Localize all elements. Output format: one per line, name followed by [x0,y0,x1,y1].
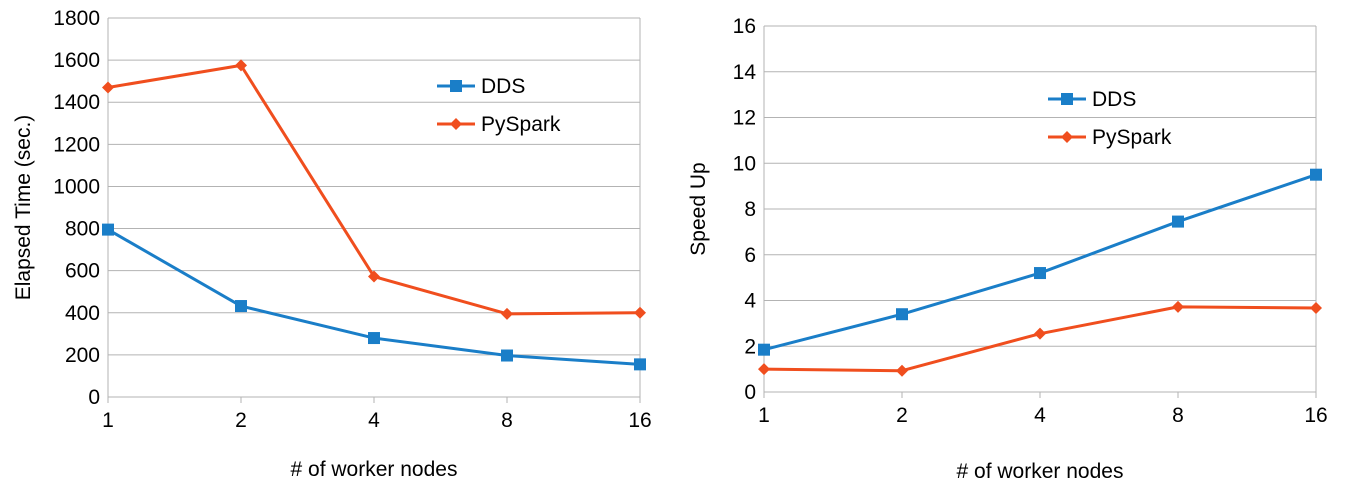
y-axis-label: Speed Up [687,162,710,255]
legend-label-pyspark: PySpark [481,113,561,136]
data-point-pyspark [896,364,908,377]
data-point-pyspark [501,307,513,320]
data-point-dds [634,358,646,371]
data-point-pyspark [1034,327,1046,340]
y-tick-label: 0 [88,386,100,409]
legend-label-dds: DDS [1092,88,1136,111]
y-tick-label: 1800 [53,7,100,30]
x-tick-label: 1 [758,404,770,427]
legend-label-pyspark: PySpark [1092,126,1172,149]
elapsed-time-chart: 0 200 400 600 800 1000 1200 1400 1600 1800 1 2 4 8 16 #… [12,7,652,481]
y-tick-label: 2 [744,335,756,358]
data-point-dds [102,223,114,236]
y-tick-label: 1400 [53,91,100,114]
y-tick-label: 4 [744,290,756,313]
y-tick-label: 200 [65,344,100,367]
data-point-pyspark [102,81,114,94]
x-tick-label: 2 [896,404,908,427]
data-point-pyspark [634,306,646,319]
y-axis-label: Elapsed Time (sec.) [12,115,35,301]
legend-marker-pyspark [1061,131,1073,143]
legend-marker-dds [450,80,462,92]
y-tick-label: 400 [65,302,100,325]
legend-marker-pyspark [450,118,462,130]
data-point-pyspark [758,363,770,376]
x-tick-label: 8 [1172,404,1184,427]
y-tick-label: 600 [65,260,100,283]
data-point-dds [758,343,770,356]
data-point-dds [501,349,513,362]
y-tick-label: 1200 [53,133,100,156]
x-tick-label: 2 [235,409,247,432]
y-tick-label: 10 [733,152,756,175]
x-tick-label: 4 [1034,404,1046,427]
y-tick-label: 1000 [53,175,100,198]
y-tick-label: 1600 [53,49,100,72]
data-point-pyspark [1310,302,1322,315]
x-axis-label: # of worker nodes [291,458,458,481]
x-tick-label: 16 [1304,404,1327,427]
legend-marker-dds [1061,93,1073,105]
x-tick-label: 8 [501,409,513,432]
data-point-dds [1310,168,1322,181]
y-tick-label: 8 [744,198,756,221]
x-tick-label: 1 [102,409,114,432]
y-tick-label: 16 [733,15,756,38]
x-tick-label: 16 [628,409,651,432]
data-point-dds [235,300,247,313]
y-tick-label: 12 [733,107,756,130]
data-point-dds [1034,267,1046,280]
data-point-pyspark [235,59,247,72]
data-point-dds [896,308,908,321]
x-tick-label: 4 [368,409,380,432]
y-tick-label: 6 [744,244,756,267]
data-point-dds [368,332,380,345]
data-point-pyspark [368,270,380,283]
data-point-pyspark [1172,300,1184,313]
x-axis-label: # of worker nodes [957,460,1124,483]
series-line-dds [107,228,641,366]
y-tick-label: 14 [733,61,757,84]
y-tick-label: 800 [65,218,100,241]
y-tick-label: 0 [744,381,756,404]
series-line-dds [763,173,1317,352]
legend-label-dds: DDS [481,75,525,98]
data-point-dds [1172,215,1184,228]
